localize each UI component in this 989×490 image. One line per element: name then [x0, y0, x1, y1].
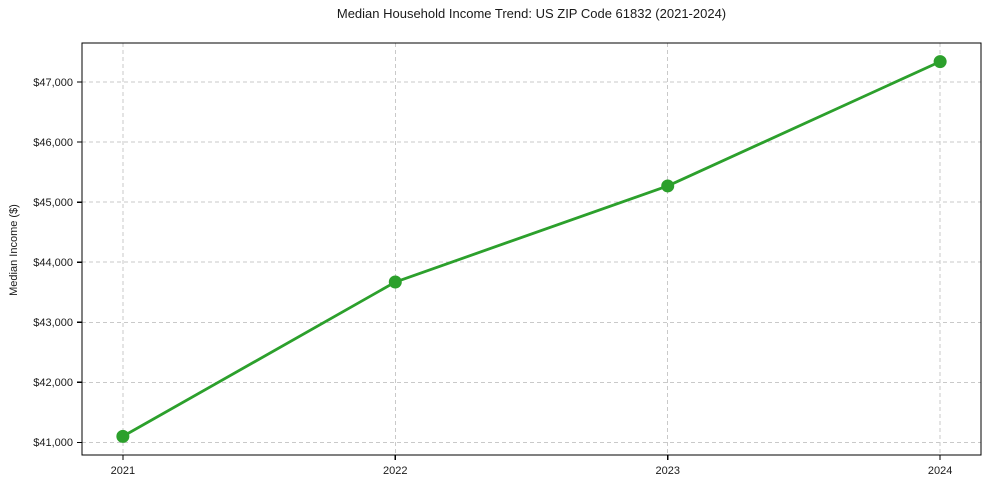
y-tick-label: $41,000 [33, 437, 73, 449]
y-tick-label: $45,000 [33, 197, 73, 209]
data-line [121, 60, 942, 438]
y-tick-label: $46,000 [33, 137, 73, 149]
data-point [661, 179, 675, 193]
y-tick-label: $43,000 [33, 317, 73, 329]
data-point [933, 55, 947, 69]
x-tick-label: 2022 [383, 465, 407, 477]
y-tick-label: $42,000 [33, 377, 73, 389]
x-tick-label: 2024 [928, 465, 952, 477]
x-tick-label: 2023 [655, 465, 679, 477]
y-tick-label: $47,000 [33, 77, 73, 89]
data-point [116, 429, 130, 443]
plot-border [81, 42, 982, 456]
x-tick-label: 2021 [111, 465, 135, 477]
y-tick-label: $44,000 [33, 257, 73, 269]
chart-title: Median Household Income Trend: US ZIP Co… [336, 6, 727, 21]
data-point [388, 275, 402, 289]
